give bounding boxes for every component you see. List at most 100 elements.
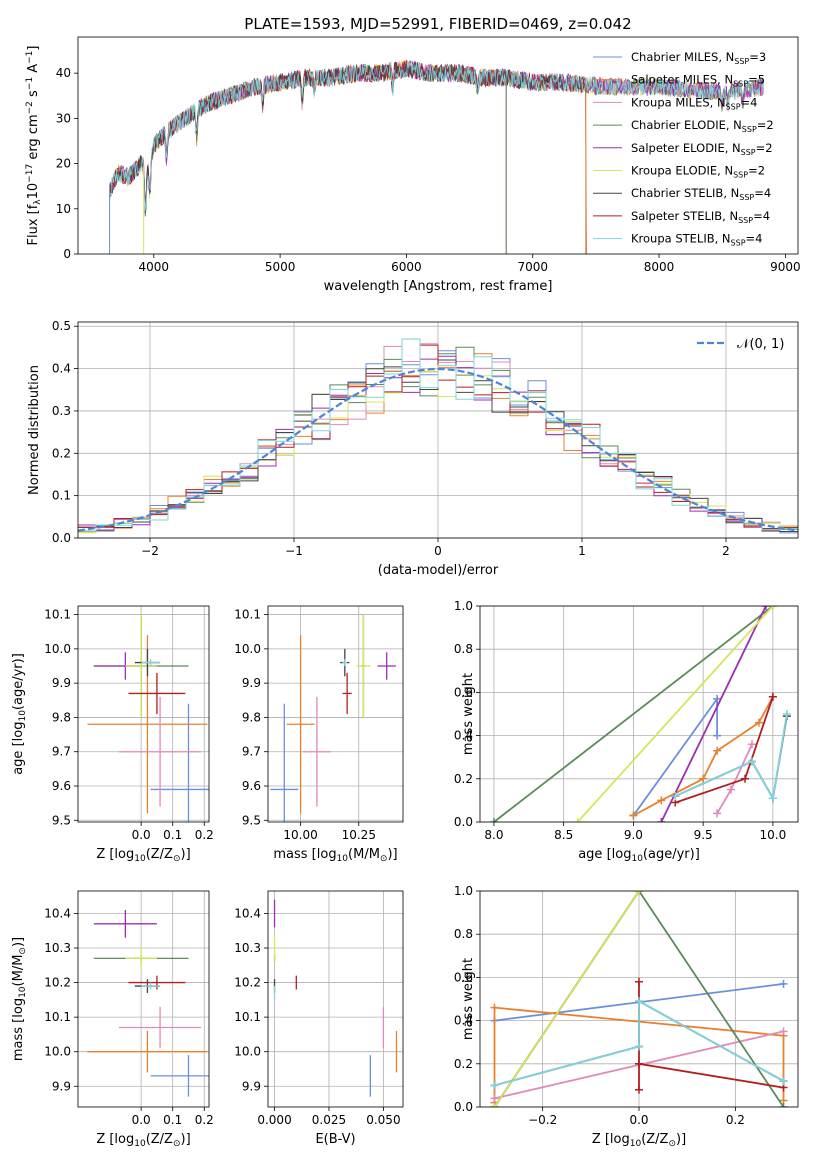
y-tick-label: 0.2 — [52, 446, 71, 460]
gaussian-curve — [78, 367, 798, 532]
x-tick-label: 7000 — [517, 260, 548, 274]
y-axis-label-part: mass [log — [11, 998, 26, 1061]
mass-weight-marker-kroupa_stelib — [490, 1081, 499, 1090]
y-tick-label: 10.1 — [234, 1010, 261, 1024]
y-tick-label: 0.0 — [454, 1100, 473, 1114]
y-tick-label: 10.1 — [234, 608, 261, 622]
y-axis-label: mass weight — [461, 673, 476, 755]
legend-label-kroupa_miles: Kroupa MILES, NSSP=4 — [631, 95, 757, 111]
mass-weight-line-kroupa_stelib — [674, 713, 788, 801]
legend-sub: SSP — [733, 80, 748, 89]
y-tick-label: 0.1 — [52, 489, 71, 503]
mass-weight-line-salpeter_stelib — [675, 696, 774, 804]
y-tick-label: 9.9 — [52, 1079, 71, 1093]
mass-weight-marker-kroupa_miles — [727, 785, 736, 794]
y-tick-label: 10.4 — [44, 906, 71, 920]
mass-weight-marker-salpeter_miles — [699, 774, 708, 783]
y-tick-label: 9.9 — [242, 676, 261, 690]
legend-sub: SSP — [741, 148, 756, 157]
legend-pre: Salpeter ELODIE, N — [631, 141, 741, 155]
x-tick-label: 9.0 — [624, 828, 643, 842]
legend-label-chabrier_miles: Chabrier MILES, NSSP=3 — [631, 50, 766, 66]
y-tick-label: 9.9 — [52, 676, 71, 690]
x-tick-label: 5000 — [265, 260, 296, 274]
mass-weight-marker-kroupa_miles — [747, 740, 756, 749]
y-tick-label: 0.6 — [454, 685, 473, 699]
legend-sub: SSP — [742, 125, 757, 134]
legend-sub: SSP — [734, 57, 749, 66]
axes-age_vs_z: 0.0 0.1 0.29.59.69.79.89.910.010.1Z [log10… — [11, 605, 214, 864]
plot-area — [78, 338, 798, 534]
x-tick-label: 0.2 — [726, 1113, 745, 1127]
legend-sub: SSP — [726, 102, 741, 111]
x-axis-label-part: (Z/Z — [641, 1132, 668, 1147]
chart-title: PLATE=1593, MJD=52991, FIBERID=0469, z=0… — [244, 15, 631, 33]
x-tick-label: 0.0 — [629, 1113, 648, 1127]
legend-label-chabrier_stelib: Chabrier STELIB, NSSP=4 — [631, 186, 771, 202]
legend-post: =2 — [757, 118, 774, 132]
y-axis-label: Normed distribution — [27, 365, 42, 495]
mass-weight-marker-chabrier_miles — [713, 731, 722, 740]
x-axis-label-part: ⊙ — [668, 1139, 676, 1149]
mass-weight-line-kroupa_elodie — [576, 606, 774, 822]
y-tick-label: 9.8 — [242, 710, 261, 724]
mass-weight-marker-kroupa_miles — [779, 1027, 788, 1036]
x-axis-label-part: )] — [676, 1132, 686, 1147]
axes-frame — [77, 36, 799, 255]
y-axis-label-part: ] — [26, 46, 41, 51]
y-axis-label: Flux [fλ10−17 erg cm−2 s−1 A−1] — [25, 46, 43, 246]
x-axis-label: mass [log10(M/M⊙)] — [273, 847, 397, 864]
x-tick-label: 0 — [434, 544, 442, 558]
y-tick-label: 9.6 — [52, 779, 71, 793]
plot-area — [87, 910, 209, 1097]
y-tick-label: 9.7 — [52, 745, 71, 759]
mass-weight-line-salpeter_miles — [632, 696, 774, 817]
y-axis-label-part: −1 — [25, 51, 35, 64]
mass-weight-marker-kroupa_elodie — [635, 891, 643, 895]
y-tick-label: 9.7 — [242, 745, 261, 759]
y-axis-label-part: )] — [11, 937, 26, 947]
x-tick-label: 1 — [578, 544, 586, 558]
y-axis-label-part: −17 — [25, 164, 35, 183]
x-axis-label-part: Z [log — [96, 1132, 134, 1147]
x-axis-label-part: (M/M — [348, 847, 380, 862]
y-tick-label: 10 — [56, 202, 71, 216]
x-axis-label: Z [log10(Z/Z⊙)] — [96, 847, 190, 864]
mass-weight-line-salpeter_elodie — [660, 606, 767, 822]
y-axis-label-part: −2 — [25, 101, 35, 114]
mass-weight-marker-kroupa_stelib — [779, 1077, 788, 1086]
y-axis-label-part: 10 — [18, 710, 28, 722]
x-axis-label-part: 10 — [631, 854, 643, 864]
y-tick-label: 0.2 — [454, 1057, 473, 1071]
x-axis-label: E(B-V) — [315, 1132, 355, 1147]
legend-pre: Salpeter MILES, N — [631, 73, 733, 87]
mass-weight-marker-salpeter_miles — [629, 811, 638, 820]
legend-post: =4 — [754, 186, 771, 200]
mass-weight-marker-salpeter_stelib — [768, 692, 777, 701]
mass-weight-marker-salpeter_miles — [657, 796, 666, 805]
y-axis-label-part: ⊙ — [18, 947, 28, 955]
legend-post: =4 — [746, 232, 763, 246]
spectrum-line-kroupa_stelib — [109, 60, 764, 212]
x-axis-label-part: ⊙ — [380, 854, 388, 864]
legend-sub: SSP — [738, 216, 753, 225]
y-tick-label: 0.4 — [52, 362, 71, 376]
legend-sub: SSP — [739, 193, 754, 202]
axes-frame — [479, 890, 799, 1108]
y-axis-label-part: λ — [33, 199, 43, 205]
spectrum-line-salpeter_stelib — [109, 59, 587, 254]
legend-label-gaussian: 𝒩(0, 1) — [737, 337, 784, 352]
y-axis-label: mass weight — [461, 958, 476, 1040]
x-tick-label: 10.0 — [760, 828, 787, 842]
mass-weight-marker-salpeter_elodie — [657, 818, 666, 822]
y-tick-label: 10.0 — [234, 1045, 261, 1059]
mass-weight-marker-salpeter_stelib — [635, 977, 643, 986]
y-tick-label: 9.8 — [52, 710, 71, 724]
y-tick-label: 0.8 — [454, 927, 473, 941]
y-tick-label: 0.4 — [454, 729, 473, 743]
y-tick-label: 0.5 — [52, 319, 71, 333]
x-tick-label: 8000 — [644, 260, 675, 274]
x-tick-label: −2 — [141, 544, 159, 558]
y-axis-label-part: 10 — [26, 183, 41, 200]
x-axis-label-part: (Z/Z — [146, 847, 173, 862]
